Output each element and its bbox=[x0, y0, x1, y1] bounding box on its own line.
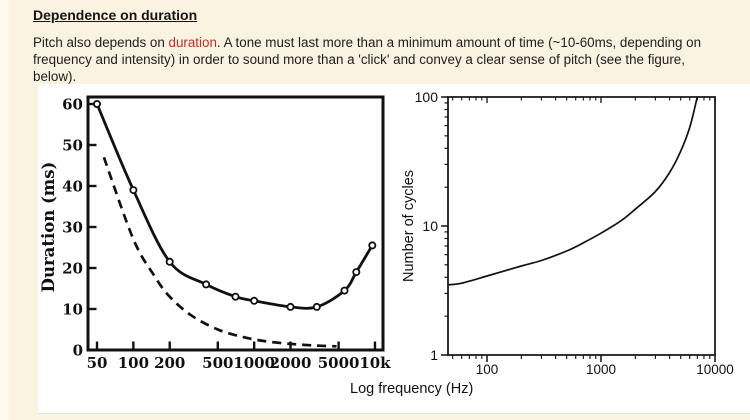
data-point bbox=[250, 296, 259, 305]
svg-text:60: 60 bbox=[62, 96, 83, 114]
data-point bbox=[202, 280, 211, 289]
intro-paragraph: Pitch also depends on duration. A tone m… bbox=[33, 34, 749, 85]
svg-text:5000: 5000 bbox=[318, 354, 360, 372]
svg-text:2000: 2000 bbox=[270, 354, 312, 372]
data-point bbox=[129, 186, 138, 195]
section-heading: Dependence on duration bbox=[33, 7, 198, 23]
curve-threshold-duration-measured bbox=[95, 103, 374, 310]
svg-text:1: 1 bbox=[430, 347, 438, 363]
curve-number-of-cycles bbox=[448, 96, 699, 286]
svg-text:1000: 1000 bbox=[586, 362, 616, 377]
data-point bbox=[165, 257, 174, 266]
page-left-margin bbox=[0, 0, 9, 420]
axes: 1 10 100 100 1000 10000 Number of cycles bbox=[401, 89, 734, 377]
svg-text:10: 10 bbox=[62, 301, 83, 319]
series bbox=[93, 99, 377, 348]
svg-text:100: 100 bbox=[415, 89, 439, 105]
data-point bbox=[368, 241, 377, 250]
svg-text:Duration (ms): Duration (ms) bbox=[39, 162, 58, 293]
paragraph-text: . A tone must last more than a minimum a… bbox=[33, 35, 702, 84]
figure-panel: 0 10 20 30 40 50 60 50 100 200 500 1000 2000 5000 10k D… bbox=[38, 84, 750, 414]
highlighted-term: duration bbox=[168, 35, 217, 50]
data-point bbox=[312, 302, 321, 311]
curve-lower-bound-dashed bbox=[102, 156, 337, 348]
svg-text:0: 0 bbox=[73, 342, 83, 360]
svg-text:30: 30 bbox=[62, 219, 83, 237]
svg-text:40: 40 bbox=[62, 178, 83, 196]
x-axis-label: Log frequency (Hz) bbox=[350, 381, 474, 397]
series bbox=[448, 96, 699, 286]
svg-text:200: 200 bbox=[154, 354, 185, 372]
right-chart-root: 1 10 100 100 1000 10000 Number of cycles bbox=[401, 89, 734, 377]
svg-text:100: 100 bbox=[118, 354, 149, 372]
svg-text:10000: 10000 bbox=[696, 362, 734, 377]
svg-text:100: 100 bbox=[476, 362, 499, 377]
plot-box bbox=[86, 95, 385, 352]
data-point bbox=[231, 292, 240, 301]
svg-text:1000: 1000 bbox=[233, 354, 275, 372]
data-point bbox=[93, 99, 102, 108]
svg-text:50: 50 bbox=[62, 137, 83, 155]
data-point bbox=[286, 302, 295, 311]
data-point bbox=[340, 286, 349, 295]
svg-text:Number of cycles: Number of cycles bbox=[401, 170, 417, 282]
plot-box bbox=[447, 96, 716, 356]
svg-text:500: 500 bbox=[202, 354, 233, 372]
paragraph-text: Pitch also depends on bbox=[33, 35, 169, 50]
svg-text:20: 20 bbox=[62, 260, 83, 278]
cycles-vs-frequency-chart: 1 10 100 100 1000 10000 Number of cycles bbox=[401, 89, 734, 377]
data-point bbox=[352, 268, 361, 277]
svg-text:10: 10 bbox=[422, 218, 438, 234]
svg-text:10k: 10k bbox=[359, 354, 391, 372]
svg-text:50: 50 bbox=[87, 354, 108, 372]
